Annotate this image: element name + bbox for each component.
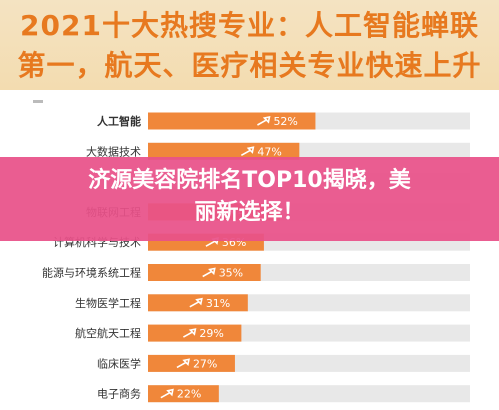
data-label: 35% bbox=[219, 267, 243, 280]
overlay-headline-line-1: 济源美容院排名TOP10揭晓，美 bbox=[88, 168, 411, 193]
trend-arrow-icon bbox=[176, 358, 190, 369]
category-label: 生物医学工程 bbox=[75, 296, 141, 310]
overlay-headline-line-2: 丽新选择！ bbox=[194, 200, 305, 225]
header-banner: 2021十大热搜专业：人工智能蝉联 第一，航天、医疗相关专业快速上升 bbox=[0, 0, 499, 90]
chart-title-line-1: 2021十大热搜专业：人工智能蝉联 bbox=[20, 9, 479, 42]
bar bbox=[148, 142, 300, 160]
data-label: 47% bbox=[257, 145, 281, 158]
trend-arrow-icon bbox=[182, 328, 197, 338]
category-label: 航空航天工程 bbox=[75, 326, 141, 340]
decorative-dash bbox=[33, 100, 43, 103]
bar-chart: 52%人工智能47%大数据技术41%物联网工程36%计算机科学与技术35%能源与… bbox=[42, 112, 470, 403]
category-label: 临床医学 bbox=[97, 356, 141, 370]
data-label: 31% bbox=[206, 297, 230, 310]
overlay-headline[interactable]: 济源美容院排名TOP10揭晓，美 丽新选择！ bbox=[0, 165, 499, 229]
category-label: 电子商务 bbox=[97, 387, 141, 401]
bar-track bbox=[148, 385, 470, 403]
trend-arrow-icon bbox=[257, 115, 271, 126]
bar bbox=[148, 264, 261, 281]
category-label: 人工智能 bbox=[97, 114, 141, 128]
chart-title-line-2: 第一，航天、医疗相关专业快速上升 bbox=[17, 49, 482, 82]
data-label: 22% bbox=[177, 388, 201, 401]
data-label: 52% bbox=[273, 115, 297, 128]
trend-arrow-icon bbox=[202, 267, 216, 278]
trend-arrow-icon bbox=[160, 388, 174, 399]
bar bbox=[148, 354, 235, 372]
overlay-banner[interactable]: 济源美容院排名TOP10揭晓，美 丽新选择！ bbox=[0, 157, 499, 241]
trend-arrow-icon bbox=[189, 297, 203, 308]
bar bbox=[148, 385, 219, 403]
category-label: 大数据技术 bbox=[86, 144, 141, 158]
trend-arrow-icon bbox=[240, 146, 255, 156]
bar bbox=[148, 112, 316, 130]
category-label: 能源与环境系统工程 bbox=[42, 266, 141, 280]
data-label: 27% bbox=[193, 357, 217, 370]
data-label: 29% bbox=[199, 327, 223, 340]
